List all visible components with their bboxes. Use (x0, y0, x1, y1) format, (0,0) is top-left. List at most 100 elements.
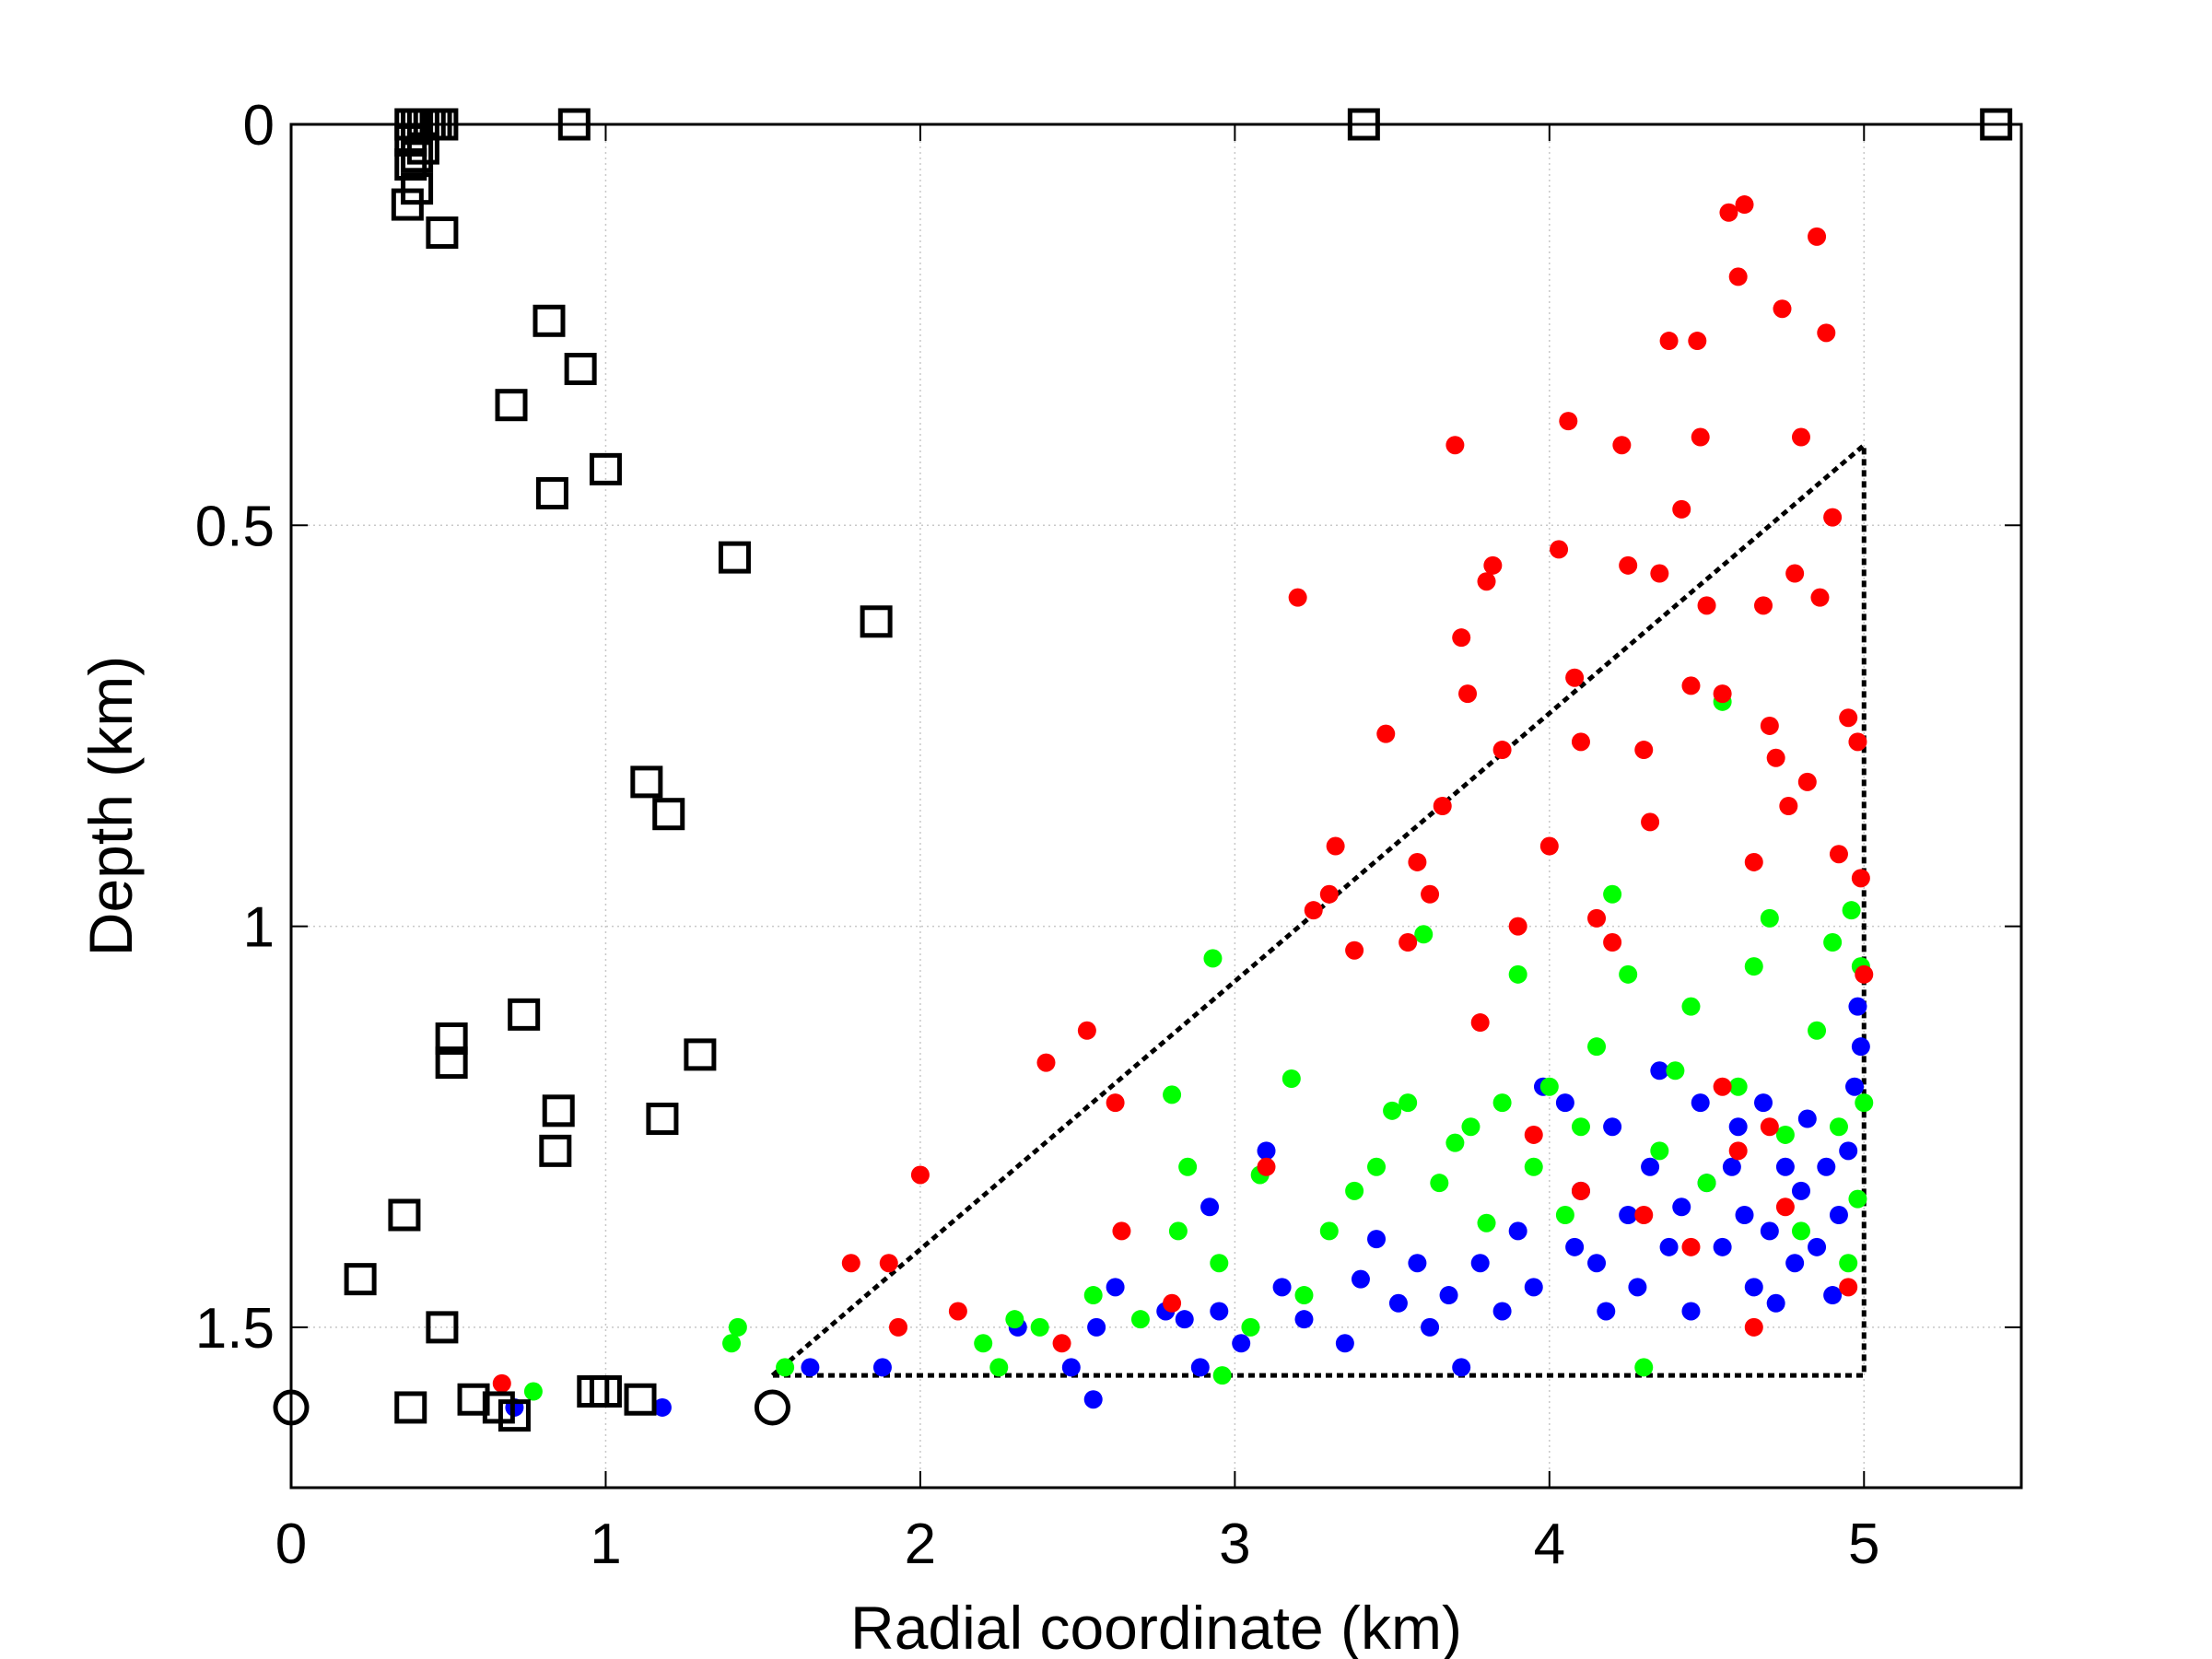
red-data-point (1728, 1141, 1748, 1161)
x-tick-label: 4 (1534, 1513, 1565, 1576)
blue-data-point (1659, 1237, 1679, 1256)
green-data-point (1212, 1366, 1232, 1385)
red-data-point (1421, 884, 1440, 904)
square-data-point (860, 605, 893, 638)
red-data-point (1304, 901, 1323, 920)
blue-data-point (1766, 1293, 1785, 1313)
x-tick-label: 2 (905, 1513, 936, 1576)
red-data-point (1650, 564, 1669, 583)
red-data-point (1766, 748, 1785, 767)
red-data-point (1524, 1125, 1543, 1144)
square-data-point (589, 452, 622, 485)
green-data-point (1524, 1157, 1543, 1176)
square-data-point (394, 148, 427, 181)
blue-data-point (1851, 1037, 1870, 1057)
red-data-point (1719, 203, 1738, 222)
red-data-point (1754, 596, 1773, 615)
green-data-point (1367, 1157, 1387, 1176)
blue-data-point (1232, 1334, 1251, 1353)
green-data-point (1697, 1174, 1716, 1193)
green-data-point (1492, 1093, 1512, 1113)
blue-data-point (1791, 1181, 1810, 1200)
red-data-point (1634, 741, 1654, 760)
red-data-point (1779, 797, 1798, 815)
green-data-point (1461, 1117, 1481, 1137)
square-data-point (497, 1399, 531, 1432)
square-data-point (426, 216, 459, 250)
red-data-point (1688, 332, 1707, 351)
blue-data-point (1439, 1286, 1458, 1305)
red-data-point (879, 1254, 898, 1273)
red-data-point (1735, 195, 1754, 215)
blue-data-point (1061, 1358, 1081, 1377)
red-data-point (492, 1373, 511, 1393)
blue-data-point (1190, 1358, 1210, 1377)
data-points (273, 108, 2013, 1432)
green-data-point (1775, 1125, 1795, 1144)
red-data-point (1775, 1198, 1795, 1217)
green-data-point (1005, 1310, 1024, 1329)
green-data-point (1430, 1174, 1449, 1193)
square-data-point (457, 1383, 490, 1416)
square-data-point (539, 1134, 572, 1167)
green-data-point (1163, 1085, 1182, 1104)
red-data-point (889, 1317, 908, 1337)
red-data-point (1851, 869, 1870, 888)
y-tick-label: 0.5 (195, 495, 275, 558)
red-data-point (1672, 499, 1691, 519)
blue-data-point (1744, 1278, 1763, 1297)
green-data-point (1791, 1221, 1810, 1241)
blue-data-point (1817, 1157, 1836, 1176)
red-data-point (1713, 1077, 1732, 1096)
red-data-point (1619, 555, 1638, 575)
circle-data-point (754, 1389, 790, 1426)
red-data-point (1550, 540, 1569, 559)
green-data-point (1319, 1221, 1339, 1241)
green-data-point (1539, 1077, 1559, 1096)
red-data-point (1659, 332, 1679, 351)
x-tick-label: 3 (1219, 1513, 1250, 1576)
blue-data-point (1785, 1254, 1805, 1273)
red-data-point (1848, 732, 1867, 752)
square-data-point (542, 1094, 575, 1127)
red-data-point (1112, 1221, 1131, 1241)
square-data-point (718, 541, 751, 574)
red-data-point (1744, 1317, 1763, 1337)
square-data-point (533, 304, 566, 337)
plot-frame (289, 123, 2023, 1490)
red-data-point (1452, 628, 1471, 648)
blue-data-point (1681, 1302, 1701, 1321)
green-data-point (1744, 957, 1763, 976)
green-data-point (1842, 901, 1861, 920)
green-data-point (1839, 1254, 1858, 1273)
red-data-point (1433, 797, 1452, 815)
blue-data-point (1257, 1141, 1276, 1161)
green-data-point (1829, 1117, 1848, 1137)
blue-data-point (1565, 1237, 1585, 1256)
red-data-point (1760, 716, 1779, 735)
square-data-point (508, 998, 541, 1031)
square-data-point (394, 1391, 427, 1424)
blue-data-point (1597, 1302, 1616, 1321)
red-data-point (1681, 676, 1701, 695)
red-data-point (1773, 299, 1792, 319)
green-data-point (1848, 1189, 1867, 1209)
green-data-point (1294, 1286, 1314, 1305)
green-data-point (1383, 1101, 1402, 1120)
red-data-point (1797, 772, 1817, 791)
green-data-point (1477, 1213, 1496, 1233)
green-data-point (1168, 1221, 1188, 1241)
green-data-point (1030, 1317, 1049, 1337)
red-data-point (1477, 572, 1496, 591)
red-data-point (1077, 1021, 1096, 1040)
green-data-point (1210, 1254, 1229, 1273)
square-data-point (401, 140, 434, 173)
blue-data-point (1735, 1206, 1754, 1224)
green-data-point (1508, 964, 1527, 984)
square-data-point (391, 188, 424, 221)
red-data-point (1571, 1181, 1590, 1200)
red-data-point (1470, 1013, 1490, 1033)
red-data-point (1408, 852, 1427, 871)
green-data-point (1619, 964, 1638, 984)
blue-data-point (1200, 1198, 1220, 1217)
